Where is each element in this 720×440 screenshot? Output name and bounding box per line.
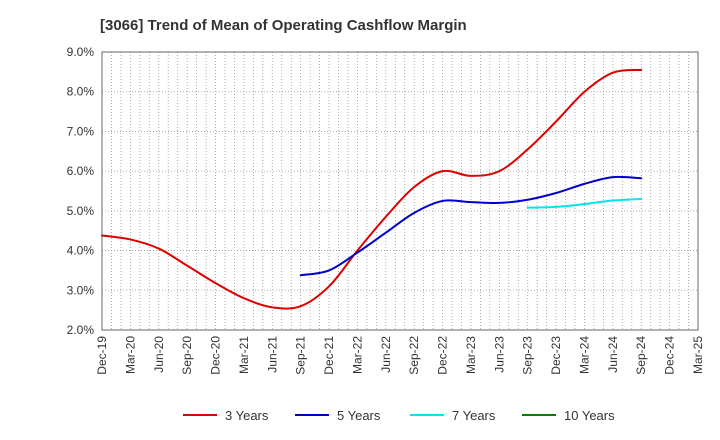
series-line-5-years [299,175,643,277]
x-tick-label: Dec-21 [322,336,336,375]
x-tick-label: Mar-24 [577,336,591,374]
x-tick-label: Dec-19 [95,336,109,375]
y-tick-label: 5.0% [67,204,95,218]
x-tick-label: Sep-20 [180,336,194,375]
y-tick-label: 2.0% [67,323,95,337]
x-tick-label: Mar-22 [350,336,364,374]
x-tick-label: Dec-24 [663,336,677,375]
x-axis: Dec-19 Mar-20 Jun-20 Sep-20 Dec-20 Mar-21 Jun-… [95,336,705,375]
x-tick-label: Mar-23 [464,336,478,374]
x-tick-label: Jun-23 [492,336,506,373]
grid-lines [102,52,698,330]
y-tick-label: 6.0% [67,164,95,178]
y-tick-label: 8.0% [67,85,95,99]
x-tick-label: Dec-23 [549,336,563,375]
x-tick-label: Sep-23 [521,336,535,375]
x-tick-label: Mar-20 [123,336,137,374]
x-tick-label: Jun-22 [379,336,393,373]
series-lines [101,68,643,310]
y-tick-label: 4.0% [67,244,95,258]
legend: 3 Years 5 Years 7 Years 10 Years [183,408,615,423]
x-tick-label: Jun-21 [265,336,279,373]
x-tick-label: Dec-22 [436,336,450,375]
legend-label-7-years: 7 Years [452,408,496,423]
series-line-7-years [526,197,643,209]
plot-border [101,51,699,331]
x-tick-label: Sep-24 [634,336,648,375]
y-tick-label: 7.0% [67,124,95,138]
y-tick-label: 3.0% [67,283,95,297]
x-tick-label: Sep-21 [294,336,308,375]
legend-label-5-years: 5 Years [337,408,381,423]
x-tick-label: Dec-20 [209,336,223,375]
plot-area [102,52,698,330]
legend-label-3-years: 3 Years [225,408,269,423]
y-tick-label: 9.0% [67,45,95,59]
y-axis: 2.0% 3.0% 4.0% 5.0% 6.0% 7.0% 8.0% 9.0% [67,45,95,337]
x-tick-label: Sep-22 [407,336,421,375]
chart-title: [3066] Trend of Mean of Operating Cashfl… [100,17,467,34]
series-line-3-years [101,68,643,310]
x-tick-label: Mar-21 [237,336,251,374]
legend-label-10-years: 10 Years [564,408,615,423]
x-tick-label: Jun-20 [152,336,166,373]
x-tick-label: Jun-24 [606,336,620,373]
x-tick-label: Mar-25 [691,336,705,374]
